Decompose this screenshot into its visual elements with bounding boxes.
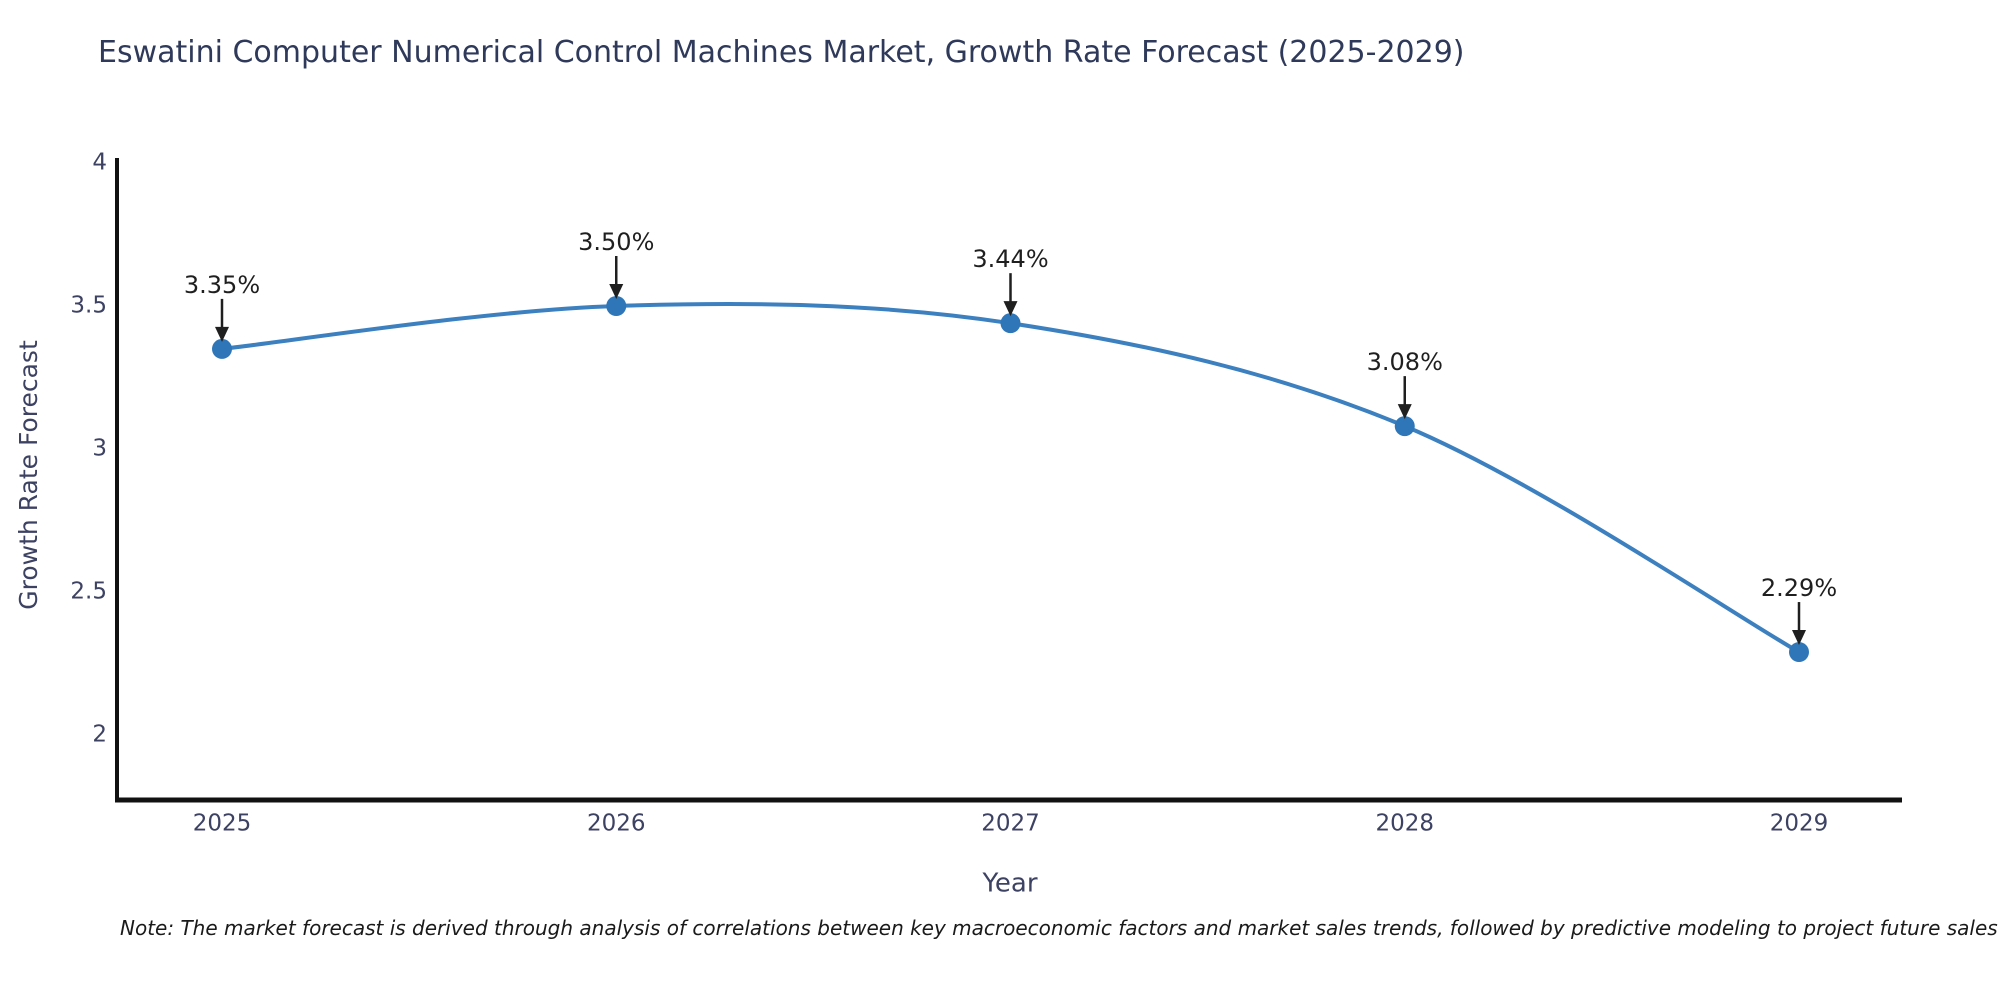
x-tick-label: 2028	[1375, 811, 1434, 837]
x-tick-label: 2026	[587, 811, 646, 837]
annotation-arrow-head	[1003, 301, 1018, 317]
annotation-arrow-head	[215, 326, 229, 342]
data-label: 2.29%	[1761, 574, 1837, 602]
data-label: 3.08%	[1367, 348, 1443, 376]
y-tick-label: 4	[92, 150, 107, 176]
data-point-marker	[606, 296, 627, 316]
data-point-marker	[1394, 416, 1415, 437]
x-axis-title: Year	[981, 869, 1037, 899]
x-tick-label: 2027	[981, 811, 1040, 837]
y-tick-label: 3	[92, 436, 107, 462]
data-point-marker	[1789, 642, 1809, 663]
annotation-arrow-head	[1397, 404, 1412, 420]
data-label: 3.50%	[578, 228, 654, 256]
data-label: 3.44%	[972, 245, 1048, 273]
data-label: 3.35%	[184, 271, 260, 299]
chart-title: Eswatini Computer Numerical Control Mach…	[98, 35, 1465, 70]
trend-line	[220, 302, 1801, 655]
data-point-marker	[1000, 313, 1021, 334]
y-tick-label: 2.5	[70, 579, 107, 605]
x-tick-label: 2025	[193, 811, 252, 837]
annotation-arrow-head	[1792, 630, 1806, 646]
y-tick-label: 3.5	[70, 293, 107, 319]
footnote: Note: The market forecast is derived thr…	[120, 916, 1998, 940]
annotation-arrow-head	[609, 284, 624, 299]
y-tick-label: 2	[92, 722, 107, 748]
data-point-marker	[212, 338, 232, 359]
x-tick-label: 2029	[1770, 811, 1829, 837]
y-axis-title: Growth Rate Forecast	[14, 340, 43, 610]
